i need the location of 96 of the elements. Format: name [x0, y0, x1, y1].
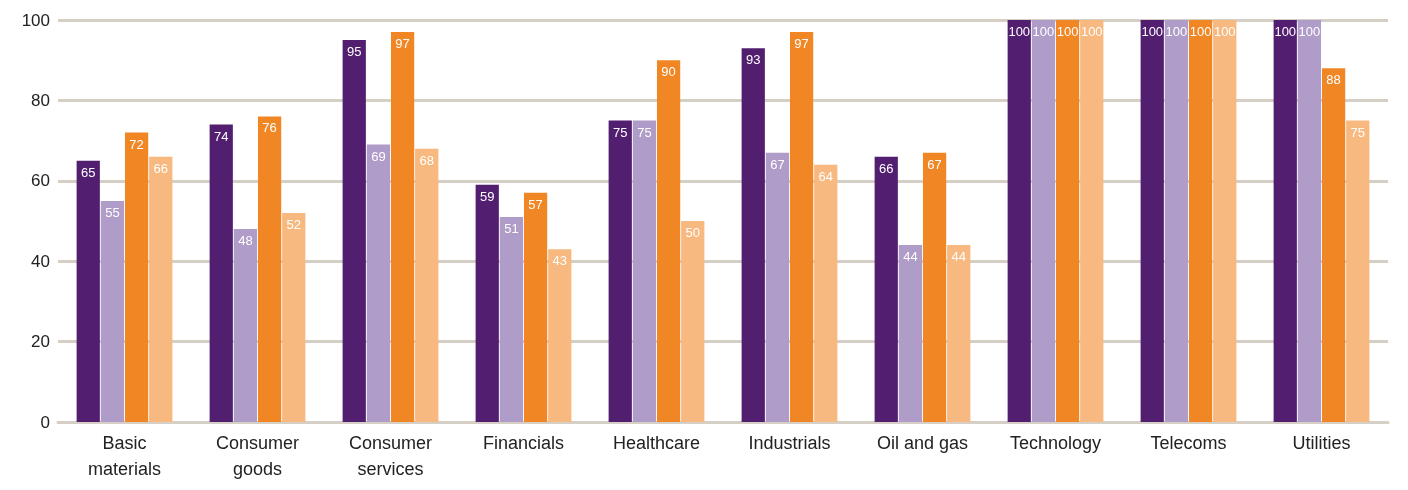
- data-label: 44: [903, 249, 918, 265]
- bar: [415, 148, 439, 422]
- data-label: 67: [927, 156, 942, 172]
- bar: [390, 32, 415, 422]
- bar: [741, 48, 765, 422]
- data-label: 72: [129, 136, 144, 152]
- x-tick-label: Healthcare: [612, 433, 701, 453]
- data-label: 88: [1326, 72, 1341, 88]
- bar: [149, 156, 173, 422]
- bar: [1164, 20, 1189, 422]
- x-tick-label: Oil and gas: [876, 433, 969, 453]
- data-label: 69: [371, 148, 386, 164]
- data-label: 100: [1032, 24, 1055, 39]
- data-label: 51: [504, 220, 519, 236]
- bar: [1346, 120, 1370, 422]
- data-label: 64: [818, 168, 833, 184]
- y-tick-label: 20: [31, 332, 50, 352]
- bar: [1297, 20, 1322, 422]
- data-label: 100: [1213, 24, 1236, 39]
- data-label: 48: [238, 233, 253, 249]
- y-tick-label: 40: [31, 251, 50, 271]
- bar: [608, 120, 632, 422]
- data-label: 100: [1298, 24, 1321, 39]
- x-tick-label: Basic materials: [87, 433, 162, 479]
- x-tick-label: Financials: [482, 433, 565, 453]
- data-label: 66: [153, 160, 168, 176]
- bar: [874, 156, 898, 422]
- bar: [1007, 20, 1031, 422]
- data-label: 66: [879, 160, 894, 176]
- bar: [1140, 20, 1164, 422]
- data-label: 100: [1080, 24, 1103, 39]
- bar: [1213, 20, 1237, 422]
- bar: [1321, 68, 1346, 422]
- bar: [681, 221, 705, 422]
- data-label: 65: [81, 164, 96, 180]
- bar: [100, 200, 125, 422]
- x-tick-label: Consumer goods: [215, 433, 300, 479]
- data-label: 57: [528, 196, 543, 212]
- data-label: 68: [419, 152, 434, 168]
- bar: [342, 40, 366, 422]
- bar: [366, 144, 391, 422]
- x-tick-label: Telecoms: [1150, 433, 1227, 453]
- data-label: 75: [1350, 124, 1365, 140]
- data-label: 75: [637, 124, 652, 140]
- bar: [765, 152, 790, 422]
- data-label: 97: [794, 36, 809, 52]
- bar: [898, 245, 923, 422]
- x-tick-label: Consumer services: [348, 433, 433, 479]
- data-label: 74: [214, 128, 229, 144]
- data-label: 100: [1141, 24, 1164, 39]
- data-label: 100: [1189, 24, 1212, 39]
- bar: [76, 160, 100, 422]
- bar: [282, 212, 306, 422]
- bar: [233, 229, 258, 422]
- data-label: 100: [1165, 24, 1188, 39]
- data-label: 75: [613, 124, 628, 140]
- data-label: 97: [395, 36, 410, 52]
- data-label: 44: [951, 249, 966, 265]
- data-label: 50: [685, 225, 700, 240]
- bar: [1273, 20, 1297, 422]
- x-tick-label: Utilities: [1292, 433, 1351, 453]
- data-label: 100: [1056, 24, 1079, 39]
- y-tick-label: 80: [31, 90, 50, 110]
- bar: [257, 116, 282, 422]
- x-tick-label: Technology: [1009, 433, 1102, 453]
- y-tick-label: 0: [40, 412, 50, 432]
- bar: [209, 124, 233, 422]
- bar: [1031, 20, 1056, 422]
- data-label: 59: [480, 188, 495, 204]
- data-label: 43: [552, 253, 567, 269]
- bar: [922, 152, 947, 422]
- bar: [1055, 20, 1080, 422]
- data-label: 90: [661, 64, 676, 80]
- data-label: 52: [286, 216, 301, 232]
- bar: [814, 164, 838, 422]
- data-label: 95: [347, 44, 362, 60]
- bar: [656, 60, 681, 422]
- bar: [548, 249, 572, 422]
- data-label: 67: [770, 156, 785, 172]
- bar: [632, 120, 657, 422]
- x-tick-label: Industrials: [748, 433, 831, 453]
- bar: [475, 184, 499, 422]
- data-label: 55: [105, 204, 120, 220]
- bar: [947, 245, 971, 422]
- y-tick-label: 100: [21, 10, 50, 30]
- bar: [523, 192, 548, 422]
- data-label: 76: [262, 120, 277, 136]
- bar: [124, 132, 149, 422]
- bar: [499, 216, 524, 422]
- y-tick-label: 60: [31, 171, 50, 191]
- data-label: 100: [1008, 24, 1031, 39]
- bar: [789, 32, 814, 422]
- bar: [1188, 20, 1213, 422]
- data-label: 93: [746, 52, 761, 68]
- bar: [1080, 20, 1104, 422]
- data-label: 100: [1274, 24, 1297, 39]
